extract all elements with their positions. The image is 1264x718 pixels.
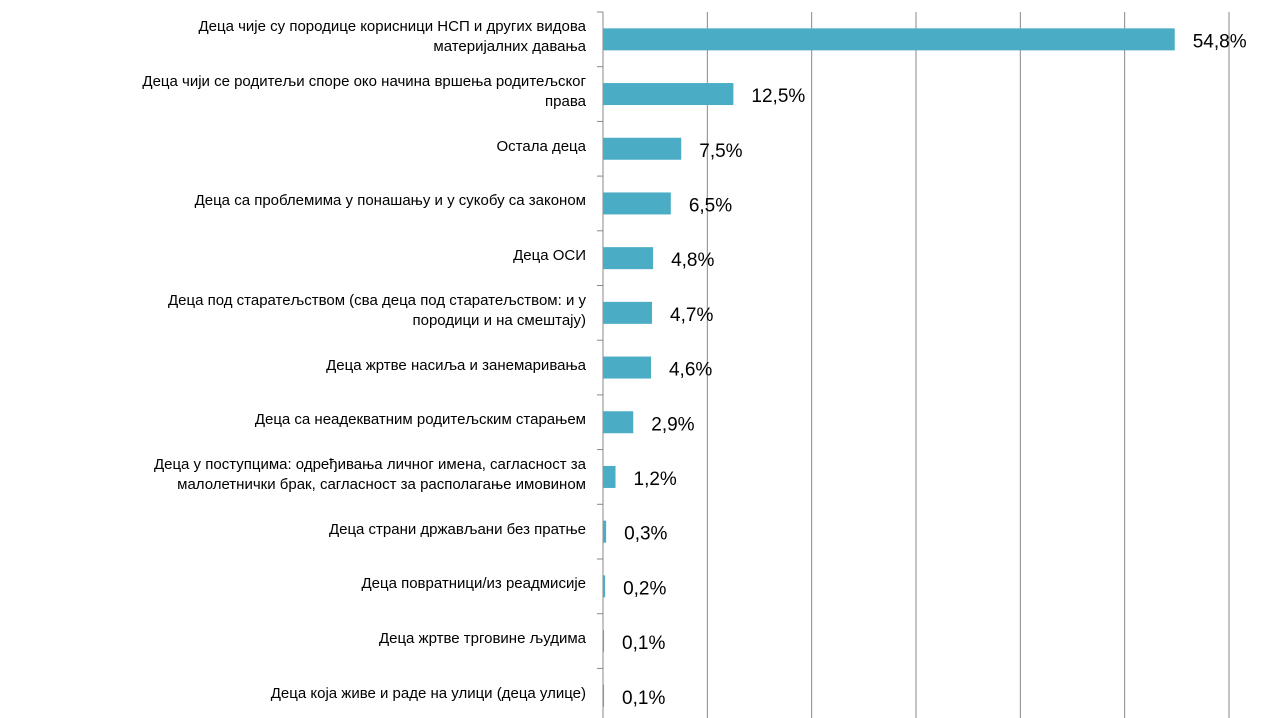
value-label: 12,5% [751, 86, 805, 107]
bar [603, 575, 606, 598]
category-label: Деца са неадекватним родитељским старање… [254, 411, 586, 429]
category-label: Деца ОСИ [513, 247, 586, 265]
value-label: 1,2% [634, 469, 677, 490]
bar [603, 684, 605, 707]
bar [603, 28, 1175, 51]
bar [603, 630, 605, 653]
category-label: Деца чији се родитељи споре око начина в… [142, 73, 586, 111]
value-label: 4,7% [670, 305, 713, 326]
value-label: 2,9% [651, 414, 694, 435]
bar [603, 465, 616, 488]
value-label: 4,8% [671, 250, 714, 271]
bar [603, 520, 607, 543]
bar [603, 137, 682, 160]
category-label: Деца чије су породице корисници НСП и др… [198, 18, 586, 56]
bar [603, 247, 654, 270]
bar [603, 83, 734, 106]
value-label: 0,3% [624, 524, 667, 545]
category-label: Деца која живе и раде на улици (деца ули… [270, 684, 586, 702]
value-label: 6,5% [689, 195, 732, 216]
bar [603, 411, 634, 434]
category-label: Деца страни држављани без пратње [328, 520, 586, 538]
category-label: Деца повратници/из реадмисије [361, 575, 586, 593]
value-label: 0,1% [622, 688, 665, 709]
bar [603, 192, 671, 215]
category-label: Деца жртве насиља и занемаривања [326, 356, 586, 374]
category-label: Остала деца [496, 137, 586, 155]
category-label: Деца са проблемима у понашању и у сукобу… [194, 192, 586, 210]
value-label: 0,2% [623, 578, 666, 599]
value-label: 4,6% [669, 360, 712, 381]
bar [603, 301, 653, 324]
category-label: Деца у поступцима: одређивања личног име… [153, 455, 586, 493]
bar [603, 356, 651, 379]
value-label: 7,5% [699, 141, 742, 162]
value-label: 0,1% [622, 633, 665, 654]
value-label: 54,8% [1193, 31, 1247, 52]
category-label: Деца жртве трговине људима [378, 630, 586, 648]
category-label: Деца под старатељством (сва деца под ста… [168, 291, 586, 329]
